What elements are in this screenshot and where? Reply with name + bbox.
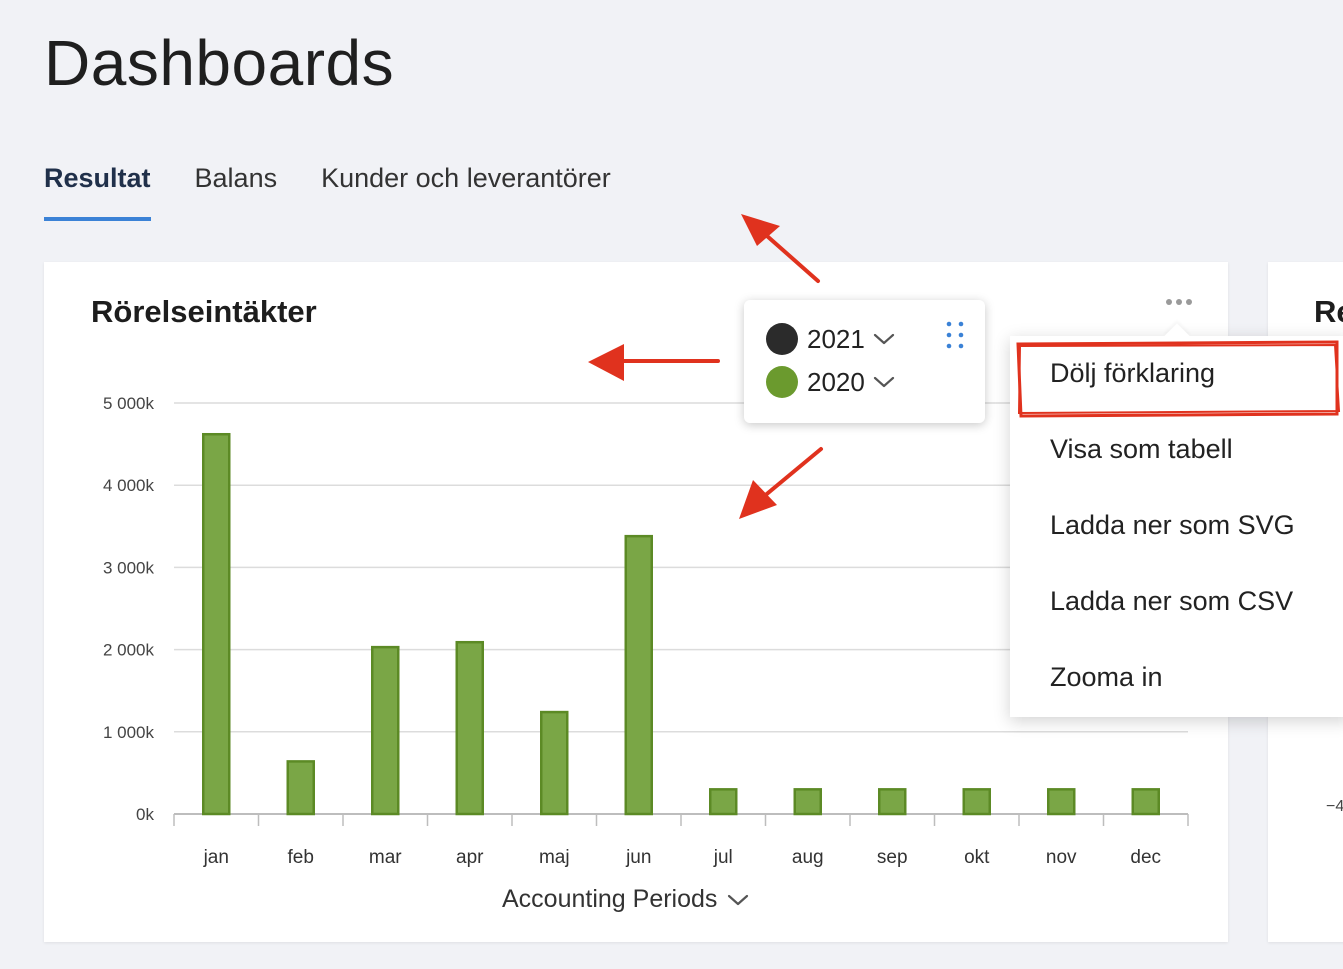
legend-label-2021: 2021 (807, 323, 865, 354)
bar-aug (793, 788, 822, 816)
chevron-down-icon[interactable] (873, 375, 895, 389)
x-tick-label: sep (877, 847, 908, 868)
x-tick-label: okt (964, 847, 990, 868)
y-tick-label: 2 000k (103, 641, 155, 660)
x-tick-label: dec (1130, 847, 1161, 868)
x-tick-label: jun (625, 847, 651, 868)
x-tick-label: aug (792, 847, 824, 868)
bar-mar (371, 645, 400, 816)
chart-title: Rörelseintäkter (91, 294, 317, 329)
bar-jul (709, 788, 738, 816)
bar-jun (624, 534, 653, 816)
legend-item-2020[interactable]: 2020 (766, 365, 895, 399)
bar-nov (1047, 788, 1076, 816)
bar-jan (202, 432, 231, 816)
legend-item-2021[interactable]: 2021 (766, 322, 895, 356)
page-title: Dashboards (44, 27, 395, 99)
tab-resultat[interactable]: Resultat (44, 158, 151, 222)
x-tick-label: jul (713, 847, 733, 868)
legend-label-2020: 2020 (807, 366, 865, 397)
x-axis-title-dropdown[interactable]: Accounting Periods (502, 885, 749, 914)
x-tick-label: nov (1046, 847, 1077, 868)
bar-sep (878, 788, 907, 816)
tab-balans[interactable]: Balans (194, 163, 278, 193)
x-tick-label: maj (539, 847, 570, 868)
y-tick-label: 0k (136, 805, 154, 824)
menu-item-download-csv[interactable]: Ladda ner som CSV (1050, 586, 1294, 616)
x-tick-label: feb (288, 847, 314, 868)
more-horizontal-icon[interactable] (1159, 292, 1199, 312)
bar-apr (455, 640, 484, 816)
menu-item-zoom-in[interactable]: Zooma in (1050, 662, 1163, 692)
bar-okt (962, 788, 991, 816)
second-chart-title: Re (1314, 294, 1343, 329)
menu-item-show-as-table[interactable]: Visa som tabell (1050, 434, 1233, 464)
x-tick-label: mar (369, 847, 402, 868)
x-axis-title: Accounting Periods (502, 885, 718, 913)
x-tick-label: apr (456, 847, 484, 868)
bar-feb (286, 760, 315, 816)
y-tick-label: 1 000k (103, 723, 155, 742)
tab-bar: Resultat Balans Kunder och leverantörer (44, 158, 655, 222)
x-tick-label: jan (203, 847, 229, 868)
chart-options-menu: Dölj förklaring Visa som tabell Ladda ne… (1010, 323, 1343, 717)
bar-dec (1131, 788, 1160, 816)
bar-maj (540, 710, 569, 816)
y-tick-label: 5 000k (103, 394, 155, 413)
drag-handle-icon[interactable] (944, 320, 966, 350)
second-chart-tick-label: −4 (1326, 798, 1343, 815)
menu-item-download-svg[interactable]: Ladda ner som SVG (1050, 510, 1295, 540)
menu-item-hide-legend[interactable]: Dölj förklaring (1050, 358, 1216, 388)
chart-legend: 2021 2020 (744, 300, 985, 423)
chevron-down-icon (728, 894, 749, 905)
y-tick-label: 4 000k (103, 476, 155, 495)
legend-swatch-2021 (766, 323, 798, 355)
chevron-down-icon[interactable] (873, 332, 895, 346)
legend-swatch-2020 (766, 366, 798, 398)
y-tick-label: 3 000k (103, 558, 155, 577)
tab-kunder-och-leverantorer[interactable]: Kunder och leverantörer (321, 163, 611, 193)
